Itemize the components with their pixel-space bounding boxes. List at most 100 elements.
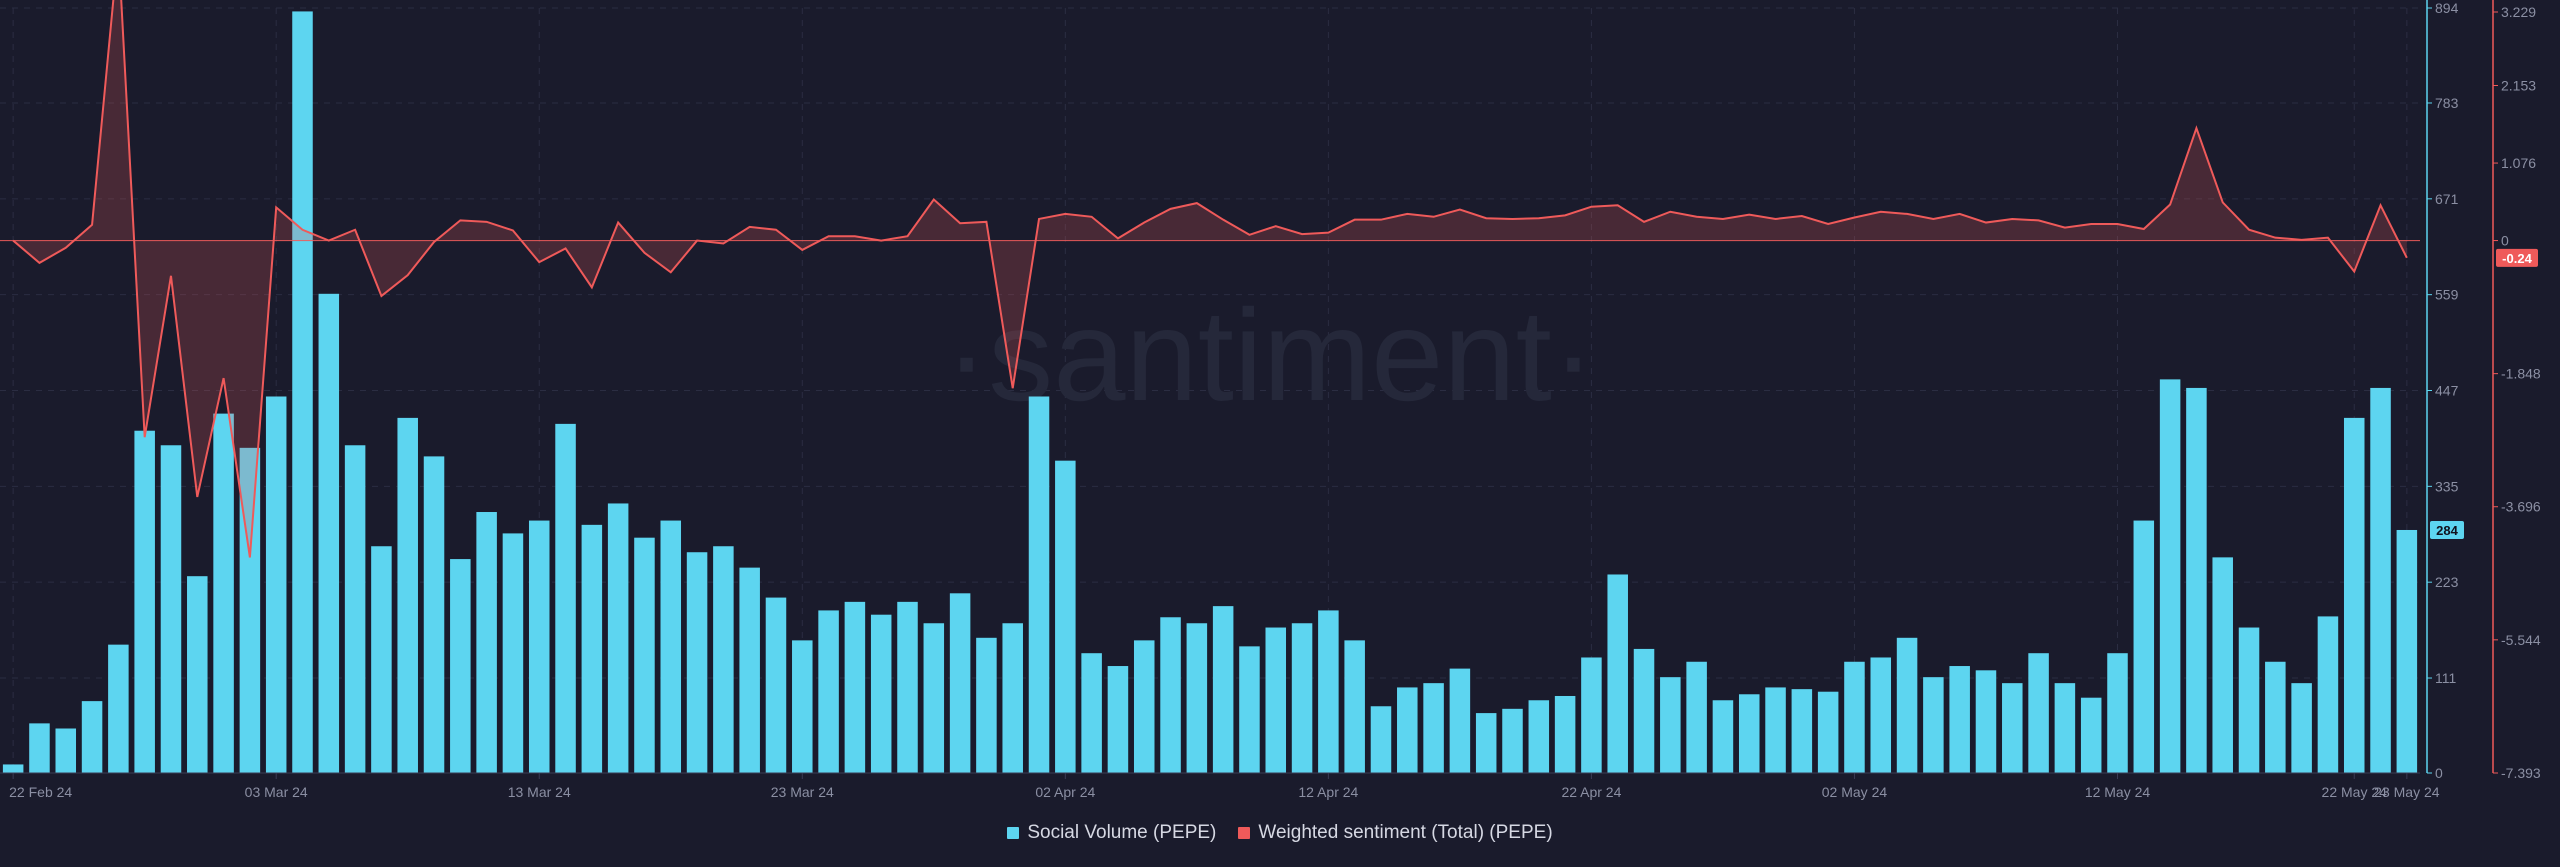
volume-bar	[1870, 657, 1892, 773]
volume-bar	[371, 546, 392, 773]
volume-bar	[870, 614, 892, 773]
volume-bar	[55, 728, 77, 773]
axes: 894 783 671 559 447 335 223 111 0 3.229 2.153 1.076…	[0, 0, 2541, 800]
sentiment-tick-label: 2.153	[2501, 77, 2536, 93]
legend-swatch-sentiment	[1238, 827, 1251, 839]
volume-tick-label: 0	[2435, 765, 2443, 781]
volume-bar	[976, 637, 997, 773]
volume-bar	[1817, 691, 1839, 773]
volume-tick-label: 671	[2435, 191, 2459, 207]
volume-bar	[1265, 627, 1287, 773]
volume-bar	[1581, 657, 1602, 773]
x-tick-label: 13 Mar 24	[508, 784, 571, 800]
sentiment-line	[12, 0, 2408, 558]
volume-bar	[792, 640, 813, 773]
volume-bar	[2054, 683, 2076, 773]
volume-bar	[213, 413, 234, 773]
chart-legend: Social Volume (PEPE) Weighted sentiment …	[0, 818, 2560, 848]
volume-tick-label: 447	[2435, 383, 2459, 399]
volume-bar	[1186, 623, 1208, 773]
x-tick-label: 12 Apr 24	[1298, 784, 1358, 800]
sentiment-tick-label: 1.076	[2501, 155, 2536, 171]
volume-bar	[1055, 460, 1076, 773]
volume-bar	[1607, 574, 1628, 773]
volume-bar	[1397, 687, 1418, 773]
volume-bar	[1028, 396, 1050, 773]
legend-item-volume[interactable]: Social Volume (PEPE)	[1007, 822, 1216, 844]
volume-bar	[108, 644, 129, 773]
volume-bar	[1528, 700, 1550, 773]
sentiment-tick-label: 3.229	[2501, 4, 2536, 20]
volume-bar	[1423, 683, 1444, 773]
volume-bar	[292, 11, 313, 774]
volume-bar	[607, 503, 629, 773]
volume-bar	[765, 597, 787, 773]
x-tick-label: 23 Mar 24	[771, 784, 834, 800]
volume-bar	[450, 559, 471, 773]
volume-bar	[1686, 661, 1707, 773]
volume-bar	[555, 423, 576, 773]
volume-bar	[844, 601, 866, 773]
volume-bar	[2317, 616, 2339, 773]
volume-bar	[1081, 653, 1102, 773]
volume-bar	[29, 723, 50, 773]
volume-bar	[2, 764, 24, 773]
volume-bar	[713, 546, 734, 773]
volume-bar	[2212, 557, 2233, 773]
volume-bar	[660, 520, 682, 773]
volume-bar	[1002, 623, 1023, 773]
legend-item-sentiment[interactable]: Weighted sentiment (Total) (PEPE)	[1238, 822, 1553, 844]
legend-swatch-volume	[1007, 827, 1020, 839]
volume-bar	[2133, 520, 2155, 773]
volume-bar	[528, 520, 550, 773]
volume-bar	[1133, 640, 1155, 773]
volume-bar	[1449, 668, 1471, 773]
volume-bar	[2107, 653, 2128, 773]
volume-bar	[1370, 706, 1392, 773]
volume-bar	[581, 524, 603, 773]
volume-bar	[344, 445, 366, 773]
volume-tick-label: 111	[2435, 670, 2456, 686]
x-tick-label: 02 May 24	[1822, 784, 1888, 800]
volume-bar	[1660, 677, 1681, 773]
volume-bar	[923, 623, 945, 773]
volume-current-value: 284	[2436, 523, 2458, 538]
volume-bar	[1107, 666, 1129, 773]
volume-bar	[1712, 700, 1734, 773]
x-tick-label: 23 May 24	[2374, 784, 2440, 800]
volume-bar	[2002, 683, 2023, 773]
volume-current-badge	[2430, 520, 2464, 539]
volume-bar	[1633, 648, 1655, 773]
x-tick-label: 12 May 24	[2085, 784, 2151, 800]
volume-bar	[949, 593, 971, 773]
sentiment-tick-label: 0	[2501, 233, 2509, 249]
volume-bars	[2, 11, 2418, 774]
volume-bar	[634, 537, 655, 773]
volume-bar	[1765, 687, 1786, 773]
volume-bar	[1212, 606, 1234, 773]
volume-bar	[1475, 713, 1497, 773]
volume-bar	[2238, 627, 2260, 773]
volume-tick-label: 223	[2435, 574, 2459, 590]
sentiment-fill	[13, 0, 2407, 558]
volume-bar	[2343, 417, 2365, 773]
sentiment-tick-label: -1.848	[2501, 366, 2541, 382]
volume-bar	[686, 552, 708, 773]
volume-bar	[1318, 610, 1339, 773]
volume-bar	[739, 567, 760, 773]
volume-bar	[318, 293, 340, 773]
volume-bar	[2265, 661, 2286, 773]
volume-bar	[2080, 697, 2102, 773]
legend-label-volume: Social Volume (PEPE)	[1027, 822, 1217, 843]
sentiment-current-badge	[2496, 248, 2538, 267]
volume-bar	[502, 533, 524, 773]
legend-label-sentiment: Weighted sentiment (Total) (PEPE)	[1258, 822, 1553, 843]
sentiment-area	[0, 0, 2420, 558]
volume-bar	[423, 456, 445, 773]
volume-bar	[1949, 666, 1970, 773]
sentiment-current-value: -0.24	[2502, 251, 2532, 266]
sentiment-tick-label: -7.393	[2501, 765, 2541, 781]
volume-bar	[1344, 640, 1365, 773]
sentiment-tick-label: -5.544	[2501, 632, 2541, 648]
